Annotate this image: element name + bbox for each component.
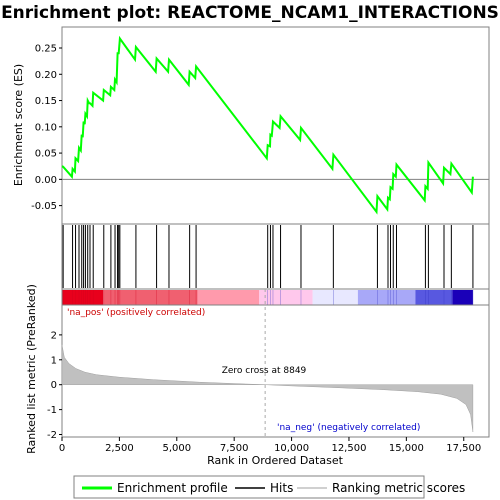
es-ytick-label: 0.00 (35, 175, 57, 186)
rank-panel: Zero cross at 8849 'na_pos' (positively … (25, 284, 490, 467)
heat-bar-segment (62, 290, 104, 305)
es-profile-line (61, 35, 474, 215)
xtick-label: 17,500 (446, 443, 481, 454)
heat-bar-segment (259, 290, 313, 305)
rank-ytick-label: 1 (51, 355, 57, 366)
legend-hits-label: Hits (270, 481, 293, 495)
zero-cross-label: Zero cross at 8849 (222, 366, 307, 376)
rank-ytick-label: -2 (47, 430, 57, 441)
legend-profile-label: Enrichment profile (117, 481, 228, 495)
legend: Enrichment profile Hits Ranking metric s… (73, 475, 465, 499)
es-axis-label: Enrichment score (ES) (12, 64, 25, 186)
heat-bar (61, 288, 490, 306)
neg-correlated-label: 'na_neg' (negatively correlated) (277, 423, 420, 433)
xtick-label: 7,500 (220, 443, 249, 454)
ranking-metric-area (61, 344, 474, 433)
heat-bar-segment (452, 290, 473, 305)
xtick-label: 15,000 (389, 443, 424, 454)
xtick-label: 0 (59, 443, 65, 454)
es-ytick-label: 0.05 (35, 149, 57, 160)
es-ytick-label: 0.20 (35, 70, 57, 81)
x-axis-label: Rank in Ordered Dataset (207, 454, 344, 467)
es-ytick-label: 0.25 (35, 44, 57, 55)
heat-bar-segment (312, 290, 358, 305)
pos-correlated-label: 'na_pos' (positively correlated) (67, 308, 205, 318)
rank-panel-frame (61, 304, 490, 438)
es-ytick-label: -0.05 (31, 201, 57, 212)
legend-ranking-label: Ranking metric scores (332, 481, 465, 495)
xtick-label: 10,000 (274, 443, 309, 454)
rank-ytick-label: -1 (47, 405, 57, 416)
xtick-label: 5,000 (162, 443, 191, 454)
xtick-label: 2,500 (105, 443, 134, 454)
rank-ytick-label: 2 (51, 330, 57, 341)
es-ytick-label: 0.10 (35, 122, 57, 133)
xtick-label: 12,500 (331, 443, 366, 454)
heat-bar-segment (103, 290, 198, 305)
heat-bar-segment (415, 290, 453, 305)
rank-axis-label: Ranked list metric (PreRanked) (25, 284, 38, 454)
legend-frame (73, 475, 425, 499)
hits-panel (61, 223, 490, 290)
chart-title: Enrichment plot: REACTOME_NCAM1_INTERACT… (1, 3, 499, 23)
heat-bar-segment (357, 290, 416, 305)
es-panel: -0.05 0.00 0.05 0.10 0.15 0.20 0.25 Enrichment… (12, 26, 490, 225)
es-ytick-label: 0.15 (35, 96, 57, 107)
rank-ytick-label: 0 (51, 380, 57, 391)
heat-bar-segment (197, 290, 260, 305)
